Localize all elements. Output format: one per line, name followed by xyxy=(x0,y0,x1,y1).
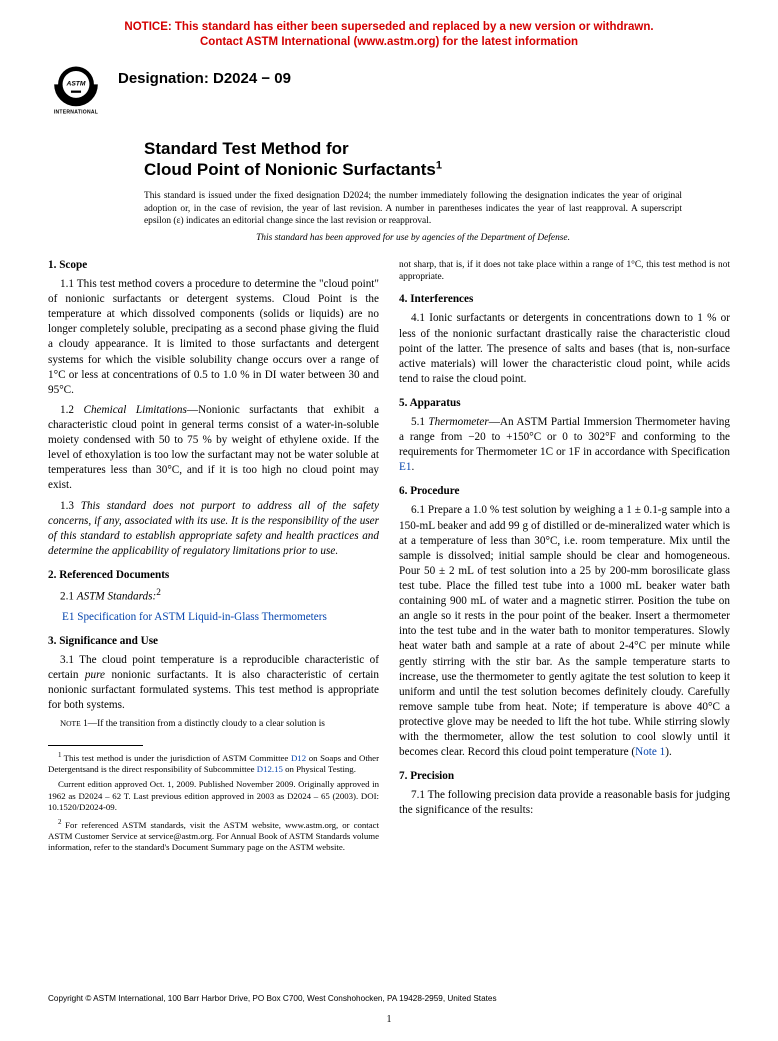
title-line2: Cloud Point of Nonionic Surfactants xyxy=(144,160,436,179)
e1-link[interactable]: E1 Specification for ASTM Liquid-in-Glas… xyxy=(62,611,327,623)
scope-p3: 1.3 This standard does not purport to ad… xyxy=(48,499,379,559)
copyright-line: Copyright © ASTM International, 100 Barr… xyxy=(48,994,497,1003)
page-number: 1 xyxy=(0,1014,778,1025)
scope-p1: 1.1 This test method covers a procedure … xyxy=(48,277,379,398)
interf-p1: 4.1 Ionic surfactants or detergents in c… xyxy=(399,311,730,387)
precision-p1: 7.1 The following precision data provide… xyxy=(399,788,730,818)
footnote-1: 1 This test method is under the jurisdic… xyxy=(48,751,379,776)
title-superscript: 1 xyxy=(436,159,442,171)
right-column: not sharp, that is, if it does not take … xyxy=(399,259,730,858)
apparatus-p1: 5.1 Thermometer—An ASTM Partial Immersio… xyxy=(399,415,730,475)
scope-p2: 1.2 Chemical Limitations—Nonionic surfac… xyxy=(48,403,379,494)
sig-p1: 3.1 The cloud point temperature is a rep… xyxy=(48,653,379,713)
title-block: Standard Test Method for Cloud Point of … xyxy=(144,138,730,181)
issuance-note: This standard is issued under the fixed … xyxy=(144,190,682,227)
note1-link[interactable]: Note 1 xyxy=(635,746,665,758)
standard-title: Standard Test Method for Cloud Point of … xyxy=(144,138,730,181)
section-refs-head: 2. Referenced Documents xyxy=(48,569,379,581)
d1215-link[interactable]: D12.15 xyxy=(257,764,283,774)
note-1-start: NOTE 1—If the transition from a distinct… xyxy=(48,718,379,730)
footnote-1-p2: Current edition approved Oct. 1, 2009. P… xyxy=(48,779,379,813)
section-precision-head: 7. Precision xyxy=(399,770,730,782)
two-column-body: 1. Scope 1.1 This test method covers a p… xyxy=(48,259,730,858)
note-label: NOTE xyxy=(60,718,81,728)
e1-spec-link[interactable]: E1 xyxy=(399,461,411,473)
dod-approval: This standard has been approved for use … xyxy=(144,233,682,243)
section-apparatus-head: 5. Apparatus xyxy=(399,397,730,409)
notice-banner: NOTICE: This standard has either been su… xyxy=(48,20,730,50)
section-interf-head: 4. Interferences xyxy=(399,293,730,305)
svg-text:ASTM: ASTM xyxy=(65,80,85,87)
astm-logo: ASTM INTERNATIONAL xyxy=(48,62,104,118)
note-1-cont: not sharp, that is, if it does not take … xyxy=(399,259,730,283)
footnote-rule xyxy=(48,745,143,746)
section-scope-head: 1. Scope xyxy=(48,259,379,271)
refs-link: E1 Specification for ASTM Liquid-in-Glas… xyxy=(48,610,379,625)
left-column: 1. Scope 1.1 This test method covers a p… xyxy=(48,259,379,858)
footnote-2: 2 For referenced ASTM standards, visit t… xyxy=(48,818,379,854)
standard-page: NOTICE: This standard has either been su… xyxy=(0,0,778,878)
title-line1: Standard Test Method for xyxy=(144,139,349,158)
designation: Designation: D2024 − 09 xyxy=(118,70,291,87)
d12-link[interactable]: D12 xyxy=(291,753,306,763)
svg-text:INTERNATIONAL: INTERNATIONAL xyxy=(54,109,98,115)
section-sig-head: 3. Significance and Use xyxy=(48,635,379,647)
section-procedure-head: 6. Procedure xyxy=(399,485,730,497)
notice-line1: NOTICE: This standard has either been su… xyxy=(124,21,653,33)
refs-p1: 2.1 ASTM Standards:2 xyxy=(48,587,379,605)
header-row: ASTM INTERNATIONAL Designation: D2024 − … xyxy=(48,62,730,118)
notice-line2: Contact ASTM International (www.astm.org… xyxy=(200,36,578,48)
procedure-p1: 6.1 Prepare a 1.0 % test solution by wei… xyxy=(399,503,730,760)
